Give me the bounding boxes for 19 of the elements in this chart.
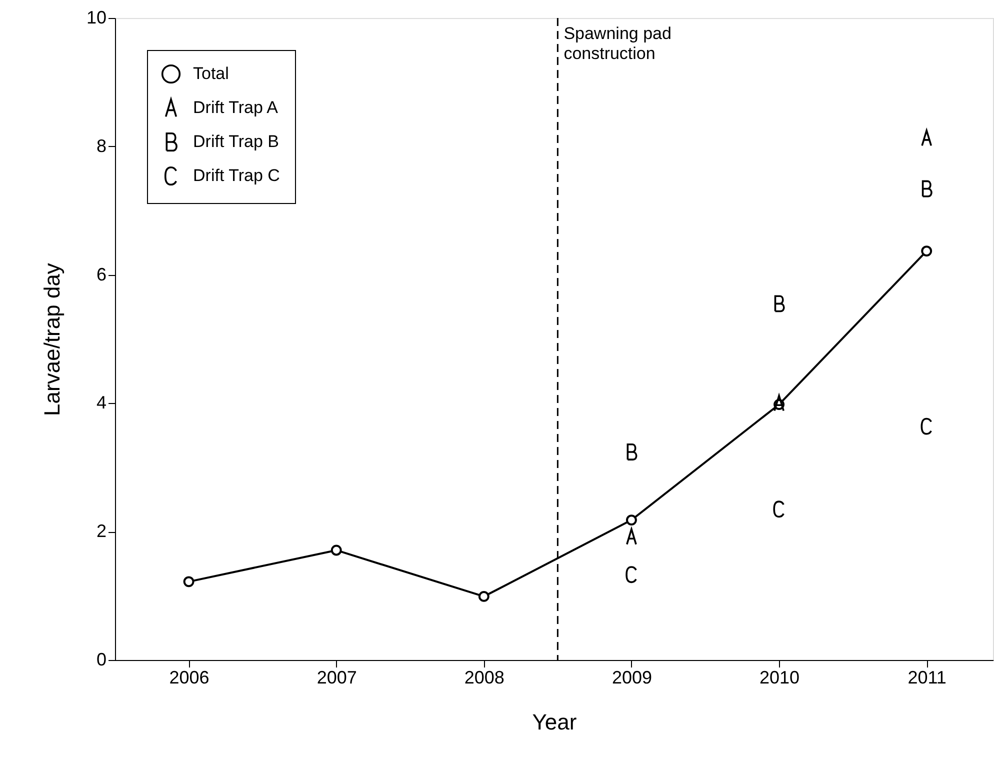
ref-line-label: Spawning pad construction [564, 24, 672, 63]
x-tick-label: 2008 [464, 668, 504, 688]
x-tick-label: 2007 [316, 668, 357, 688]
x-axis-title: Year [532, 710, 577, 734]
legend-label: Drift Trap A [193, 98, 279, 117]
legend-label: Drift Trap B [193, 132, 279, 151]
x-tick-label: 2011 [908, 668, 946, 688]
legend-label: Drift Trap C [193, 166, 280, 185]
x-tick-label: 2010 [760, 668, 800, 688]
x-tick-label: 2009 [612, 668, 652, 688]
x-tick-label: 2006 [169, 668, 210, 688]
y-tick-label: 6 [96, 264, 106, 284]
y-tick-label: 4 [96, 392, 106, 413]
y-tick-label: 0 [96, 650, 106, 670]
y-tick-label: 10 [86, 8, 106, 28]
y-tick-label: 2 [96, 521, 106, 542]
legend-label: Total [193, 64, 229, 83]
y-tick-label: 8 [96, 136, 106, 156]
y-axis-title: Larvae/trap day [39, 263, 64, 416]
